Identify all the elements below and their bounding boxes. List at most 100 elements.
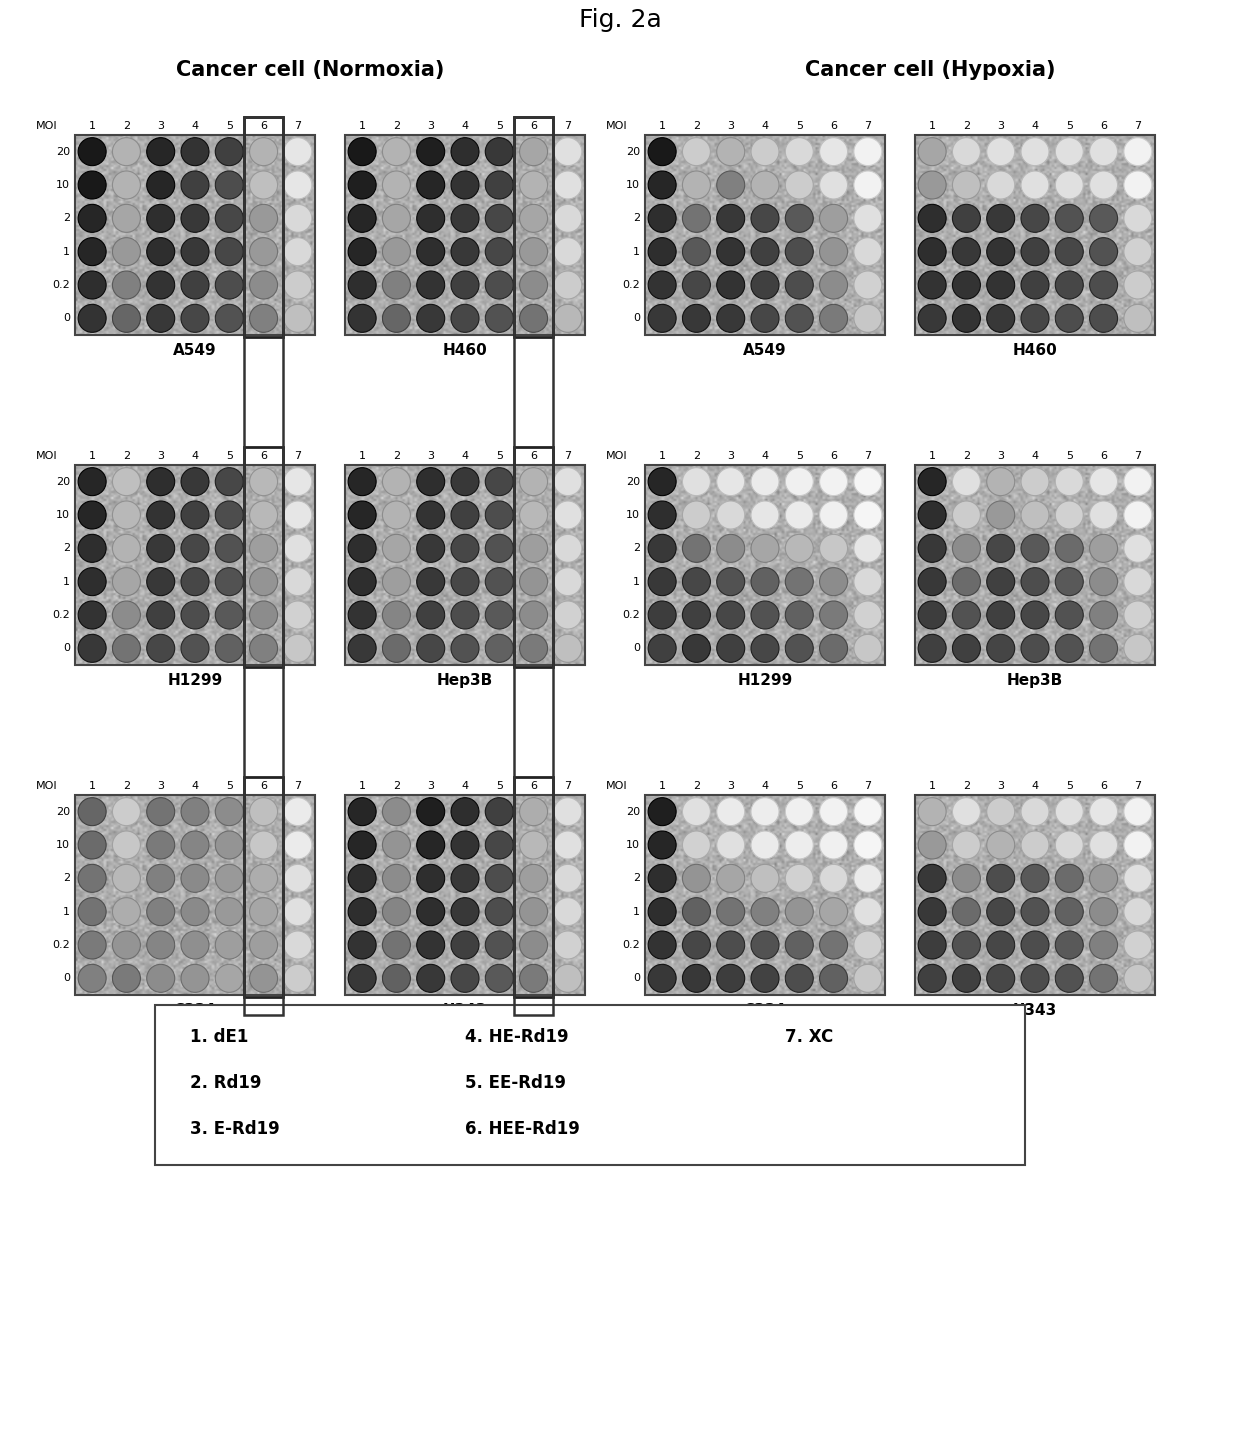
Circle shape [649, 501, 676, 530]
Circle shape [682, 271, 711, 298]
Circle shape [820, 568, 848, 596]
Circle shape [249, 898, 278, 926]
Circle shape [113, 204, 140, 232]
Circle shape [181, 271, 210, 298]
Circle shape [216, 271, 243, 298]
Text: 3: 3 [997, 781, 1004, 791]
Circle shape [216, 304, 243, 333]
Text: 3: 3 [157, 121, 164, 131]
Circle shape [987, 171, 1014, 199]
Circle shape [1123, 204, 1152, 232]
Circle shape [554, 271, 582, 298]
Circle shape [1021, 864, 1049, 893]
Circle shape [78, 601, 107, 629]
Circle shape [751, 468, 779, 495]
Circle shape [785, 964, 813, 993]
Circle shape [284, 568, 311, 596]
Circle shape [682, 238, 711, 265]
Text: 0: 0 [63, 313, 69, 323]
Circle shape [216, 468, 243, 495]
Text: 7: 7 [1135, 121, 1141, 131]
Circle shape [554, 568, 582, 596]
Circle shape [854, 501, 882, 530]
Circle shape [785, 864, 813, 893]
Circle shape [113, 468, 140, 495]
Circle shape [348, 304, 376, 333]
Bar [244, 118, 283, 337]
Circle shape [854, 171, 882, 199]
Text: 2: 2 [963, 451, 970, 461]
Circle shape [216, 238, 243, 265]
Circle shape [485, 501, 513, 530]
Circle shape [451, 831, 479, 860]
Bar [155, 1004, 1025, 1165]
Circle shape [854, 964, 882, 993]
Circle shape [682, 798, 711, 825]
Circle shape [1021, 304, 1049, 333]
Circle shape [216, 534, 243, 563]
Circle shape [1021, 534, 1049, 563]
Circle shape [1021, 964, 1049, 993]
Circle shape [1123, 468, 1152, 495]
Text: 7: 7 [1135, 781, 1141, 791]
Circle shape [485, 831, 513, 860]
Text: 7: 7 [1135, 451, 1141, 461]
Text: 1: 1 [63, 577, 69, 587]
Circle shape [382, 931, 410, 959]
Circle shape [820, 898, 848, 926]
Text: 3: 3 [157, 451, 164, 461]
Circle shape [216, 171, 243, 199]
Circle shape [146, 898, 175, 926]
Circle shape [146, 501, 175, 530]
Text: 5: 5 [496, 451, 502, 461]
Text: 4: 4 [1032, 451, 1039, 461]
Circle shape [987, 304, 1014, 333]
Circle shape [382, 271, 410, 298]
Circle shape [485, 534, 513, 563]
Circle shape [820, 798, 848, 825]
Text: 3. E-Rd19: 3. E-Rd19 [190, 1119, 280, 1138]
Circle shape [854, 601, 882, 629]
Circle shape [249, 964, 278, 993]
Circle shape [717, 601, 745, 629]
Circle shape [751, 568, 779, 596]
Circle shape [554, 204, 582, 232]
Circle shape [417, 204, 445, 232]
Text: 5: 5 [1066, 121, 1073, 131]
Circle shape [952, 204, 981, 232]
Circle shape [78, 204, 107, 232]
Circle shape [78, 964, 107, 993]
Circle shape [417, 831, 445, 860]
Text: 7: 7 [564, 451, 572, 461]
Text: 0: 0 [632, 973, 640, 983]
Circle shape [554, 831, 582, 860]
Circle shape [181, 831, 210, 860]
Circle shape [785, 204, 813, 232]
Bar [74, 135, 315, 334]
Circle shape [348, 864, 376, 893]
Circle shape [987, 501, 1014, 530]
Text: 4: 4 [461, 451, 469, 461]
Circle shape [554, 171, 582, 199]
Circle shape [485, 864, 513, 893]
Circle shape [520, 964, 548, 993]
Circle shape [348, 204, 376, 232]
Circle shape [78, 238, 107, 265]
Circle shape [451, 171, 479, 199]
Text: H460: H460 [443, 343, 487, 357]
Text: MOI: MOI [36, 121, 58, 131]
Circle shape [216, 964, 243, 993]
Text: 1: 1 [88, 121, 95, 131]
Circle shape [382, 534, 410, 563]
Circle shape [284, 634, 311, 663]
Circle shape [520, 534, 548, 563]
Circle shape [952, 798, 981, 825]
Circle shape [348, 501, 376, 530]
Circle shape [785, 534, 813, 563]
Circle shape [146, 204, 175, 232]
Circle shape [820, 204, 848, 232]
Circle shape [1123, 534, 1152, 563]
Text: 2: 2 [393, 121, 401, 131]
Circle shape [682, 468, 711, 495]
Circle shape [146, 568, 175, 596]
